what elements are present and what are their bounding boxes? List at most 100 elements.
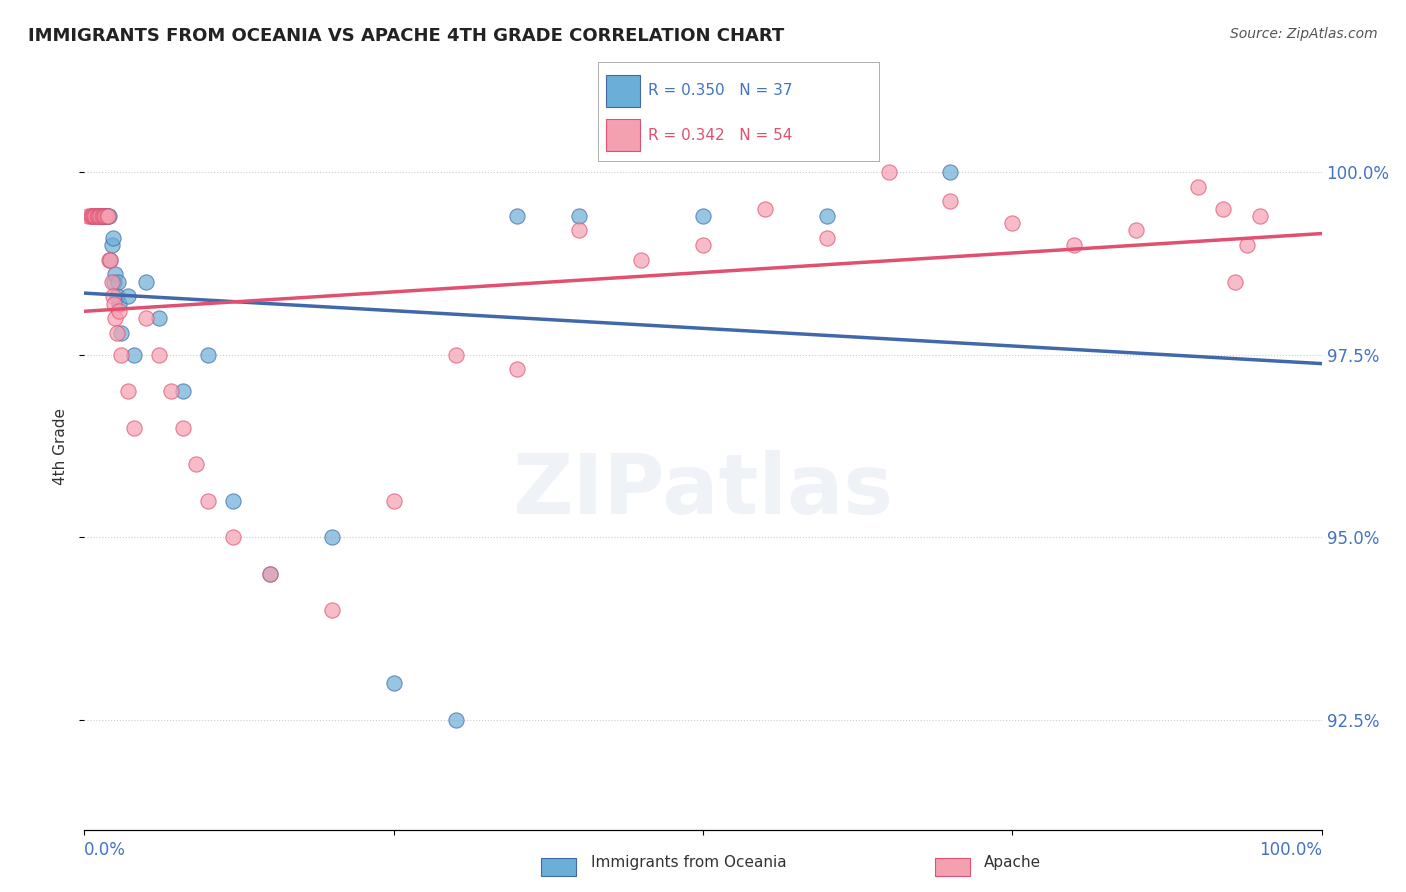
Point	[222, 530, 245, 544]
Point	[1223, 275, 1246, 289]
Point	[877, 165, 900, 179]
Point	[1001, 216, 1024, 230]
Point	[122, 421, 145, 435]
Text: IMMIGRANTS FROM OCEANIA VS APACHE 4TH GRADE CORRELATION CHART: IMMIGRANTS FROM OCEANIA VS APACHE 4TH GR…	[28, 27, 785, 45]
Y-axis label: 4th Grade: 4th Grade	[52, 408, 67, 484]
Point	[184, 457, 207, 471]
Point	[105, 289, 128, 303]
Point	[100, 275, 122, 289]
Point	[939, 194, 962, 209]
Text: R = 0.342   N = 54: R = 0.342 N = 54	[648, 128, 793, 143]
Point	[79, 209, 101, 223]
Point	[692, 209, 714, 223]
Point	[1187, 179, 1209, 194]
Point	[939, 165, 962, 179]
Point	[382, 676, 405, 690]
Point	[90, 209, 112, 223]
Point	[91, 209, 114, 223]
Point	[87, 209, 110, 223]
Point	[259, 566, 281, 581]
Point	[84, 209, 107, 223]
Text: 0.0%: 0.0%	[84, 840, 127, 858]
Point	[815, 231, 838, 245]
Point	[98, 209, 121, 223]
Point	[103, 275, 125, 289]
Point	[86, 209, 108, 223]
Point	[568, 223, 591, 237]
Point	[1125, 223, 1147, 237]
FancyBboxPatch shape	[606, 75, 640, 106]
FancyBboxPatch shape	[606, 120, 640, 151]
Point	[108, 296, 131, 310]
Point	[80, 209, 103, 223]
Point	[197, 348, 219, 362]
Text: Immigrants from Oceania: Immigrants from Oceania	[591, 855, 786, 870]
Point	[172, 421, 194, 435]
Point	[107, 275, 129, 289]
Point	[1063, 238, 1085, 252]
Point	[110, 348, 132, 362]
Point	[100, 238, 122, 252]
Point	[104, 268, 127, 282]
Point	[96, 209, 118, 223]
Point	[148, 311, 170, 326]
Point	[135, 275, 157, 289]
Point	[89, 209, 111, 223]
Point	[1249, 209, 1271, 223]
Point	[93, 209, 115, 223]
Point	[815, 209, 838, 223]
Point	[321, 603, 343, 617]
Point	[506, 209, 529, 223]
Point	[96, 209, 118, 223]
Point	[98, 252, 121, 267]
Point	[91, 209, 114, 223]
Point	[83, 209, 105, 223]
Point	[89, 209, 111, 223]
Point	[105, 326, 128, 340]
Point	[86, 209, 108, 223]
Point	[122, 348, 145, 362]
Point	[94, 209, 117, 223]
Point	[382, 493, 405, 508]
Text: R = 0.350   N = 37: R = 0.350 N = 37	[648, 83, 793, 98]
Point	[101, 289, 124, 303]
Point	[444, 348, 467, 362]
Text: Apache: Apache	[984, 855, 1042, 870]
Point	[82, 209, 104, 223]
Point	[103, 296, 125, 310]
Point	[1236, 238, 1258, 252]
Point	[117, 289, 139, 303]
Point	[1212, 202, 1234, 216]
Point	[160, 384, 183, 399]
Point	[197, 493, 219, 508]
Point	[97, 209, 120, 223]
Point	[172, 384, 194, 399]
Point	[444, 713, 467, 727]
Point	[148, 348, 170, 362]
Point	[90, 209, 112, 223]
Point	[98, 252, 121, 267]
Point	[630, 252, 652, 267]
Point	[110, 326, 132, 340]
Point	[108, 303, 131, 318]
Point	[754, 202, 776, 216]
Point	[89, 209, 111, 223]
Point	[82, 209, 104, 223]
Point	[97, 209, 120, 223]
Point	[259, 566, 281, 581]
Point	[79, 209, 101, 223]
Point	[104, 311, 127, 326]
Point	[506, 362, 529, 376]
Point	[692, 238, 714, 252]
Text: ZIPatlas: ZIPatlas	[513, 450, 893, 531]
Point	[93, 209, 115, 223]
Point	[89, 209, 111, 223]
Text: Source: ZipAtlas.com: Source: ZipAtlas.com	[1230, 27, 1378, 41]
Text: 100.0%: 100.0%	[1258, 840, 1322, 858]
Point	[117, 384, 139, 399]
Point	[94, 209, 117, 223]
Point	[222, 493, 245, 508]
Point	[321, 530, 343, 544]
Point	[568, 209, 591, 223]
Point	[98, 252, 121, 267]
